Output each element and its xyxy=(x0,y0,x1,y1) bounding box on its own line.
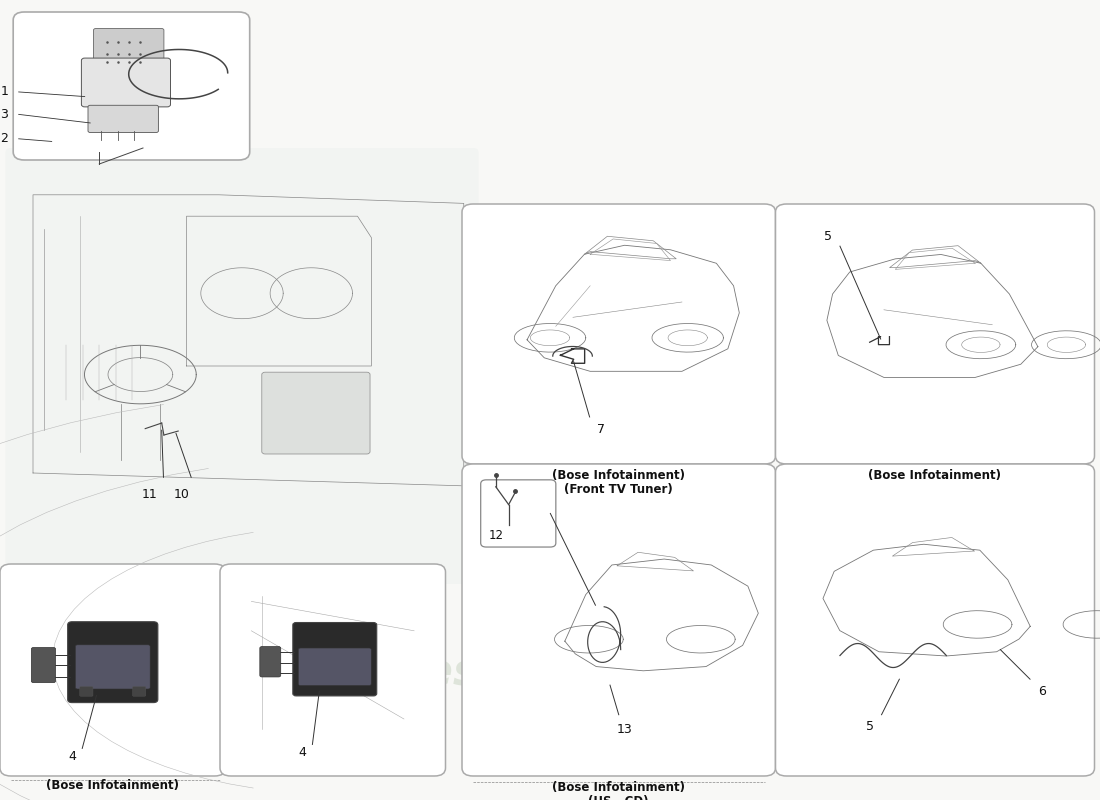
FancyBboxPatch shape xyxy=(0,564,226,776)
FancyBboxPatch shape xyxy=(293,622,376,696)
FancyBboxPatch shape xyxy=(776,204,1094,464)
Text: eurospares: eurospares xyxy=(198,282,480,326)
Text: (Bose Infotainment): (Bose Infotainment) xyxy=(46,779,179,792)
Text: 12: 12 xyxy=(488,530,504,542)
FancyBboxPatch shape xyxy=(462,204,776,464)
Text: 11: 11 xyxy=(142,488,157,501)
FancyBboxPatch shape xyxy=(68,622,158,702)
Text: (US - CD): (US - CD) xyxy=(588,795,649,800)
FancyBboxPatch shape xyxy=(262,372,370,454)
Text: 7: 7 xyxy=(597,422,605,436)
Text: 10: 10 xyxy=(174,488,190,501)
FancyBboxPatch shape xyxy=(260,646,280,677)
Text: 5: 5 xyxy=(866,720,873,733)
FancyBboxPatch shape xyxy=(13,12,250,160)
Text: 13: 13 xyxy=(617,723,632,736)
Text: eurospares: eurospares xyxy=(198,650,480,694)
FancyBboxPatch shape xyxy=(75,645,150,689)
FancyBboxPatch shape xyxy=(462,464,776,776)
FancyBboxPatch shape xyxy=(298,648,372,686)
Text: eurospares: eurospares xyxy=(682,282,964,326)
Text: (Bose Infotainment): (Bose Infotainment) xyxy=(869,469,1001,482)
FancyBboxPatch shape xyxy=(81,58,170,107)
FancyBboxPatch shape xyxy=(31,647,55,682)
FancyBboxPatch shape xyxy=(133,686,145,696)
FancyBboxPatch shape xyxy=(80,686,92,696)
FancyBboxPatch shape xyxy=(88,106,158,133)
Text: 5: 5 xyxy=(824,230,832,243)
Text: 2: 2 xyxy=(0,132,9,146)
Text: (Bose Infotainment): (Bose Infotainment) xyxy=(552,781,685,794)
FancyBboxPatch shape xyxy=(481,480,556,547)
Text: 6: 6 xyxy=(1038,685,1046,698)
Text: (Front TV Tuner): (Front TV Tuner) xyxy=(564,483,673,496)
FancyBboxPatch shape xyxy=(94,29,164,72)
Text: 4: 4 xyxy=(298,746,306,759)
FancyBboxPatch shape xyxy=(220,564,446,776)
Text: eurospares: eurospares xyxy=(682,650,964,694)
Text: 4: 4 xyxy=(68,750,76,762)
Text: 1: 1 xyxy=(0,86,9,98)
Text: 3: 3 xyxy=(0,108,9,121)
FancyBboxPatch shape xyxy=(6,148,478,584)
Text: (Bose Infotainment): (Bose Infotainment) xyxy=(552,469,685,482)
FancyBboxPatch shape xyxy=(776,464,1094,776)
